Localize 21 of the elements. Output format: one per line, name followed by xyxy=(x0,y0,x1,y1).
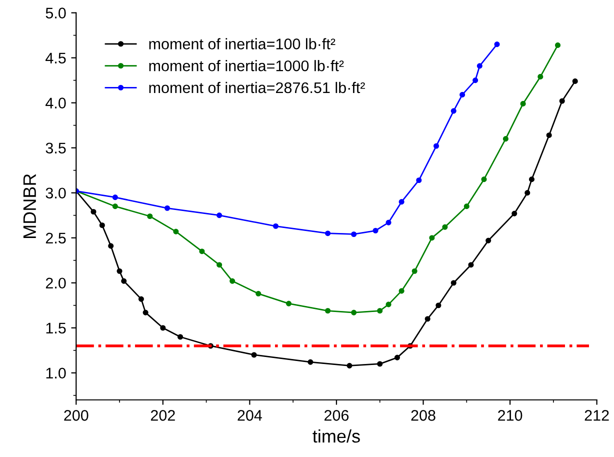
x-tick-label: 206 xyxy=(324,410,349,421)
x-tick-label: 208 xyxy=(411,410,436,421)
y-axis-title: MDNBR xyxy=(23,174,36,238)
x-tick-label: 210 xyxy=(498,410,522,421)
y-tick-label: 3.5 xyxy=(46,142,66,154)
y-tick-label: 4.0 xyxy=(46,98,66,108)
x-tick-label: 200 xyxy=(64,410,88,421)
x-axis-title: time/s xyxy=(312,429,360,443)
legend-label: moment of inertia=1000 lb·ft² xyxy=(149,60,344,72)
y-tick-label: 4.5 xyxy=(46,52,66,64)
y-tick-label: 1.0 xyxy=(46,368,66,379)
legend-label: moment of inertia=100 lb·ft² xyxy=(149,38,336,50)
x-tick-label: 212 xyxy=(584,410,609,421)
y-tick-label: 5.0 xyxy=(46,8,66,18)
y-tick-label: 3.0 xyxy=(46,188,66,199)
x-tick-label: 202 xyxy=(150,410,175,421)
legend-label: moment of inertia=2876.51 lb·ft² xyxy=(149,82,365,94)
y-tick-label: 1.5 xyxy=(46,322,66,334)
x-tick-label: 204 xyxy=(238,410,262,421)
y-tick-label: 2.0 xyxy=(46,278,66,289)
y-tick-label: 2.5 xyxy=(46,232,66,244)
